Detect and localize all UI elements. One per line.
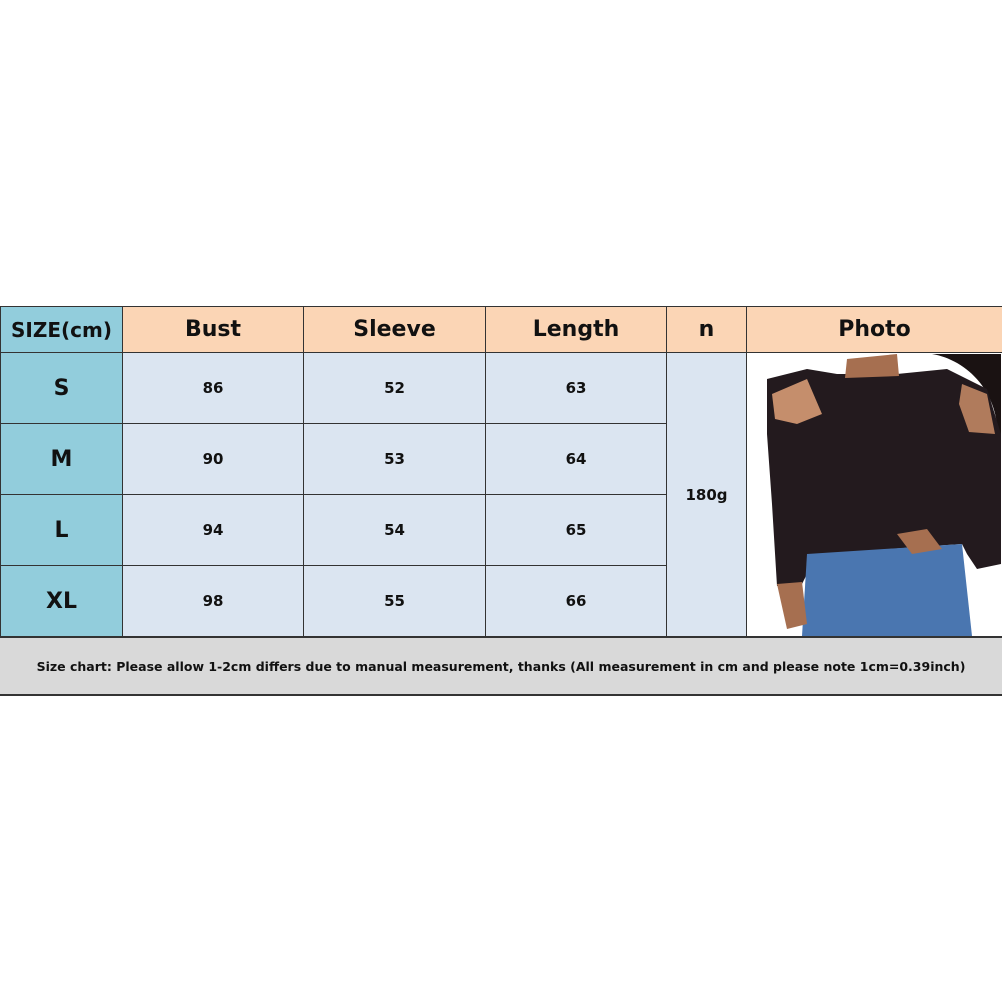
length-cell: 63 [485, 352, 667, 424]
table-row: XL 98 55 66 [0, 565, 1002, 637]
length-cell: 66 [485, 565, 667, 637]
weight-cell: 180g [666, 352, 747, 637]
header-sleeve: Sleeve [303, 306, 486, 353]
bust-cell: 90 [122, 423, 304, 495]
model-photo-image [747, 353, 1001, 636]
header-row: SIZE(cm) Bust Sleeve Length n Photo [0, 306, 1002, 353]
sleeve-cell: 54 [303, 494, 486, 566]
table-row: L 94 54 65 [0, 494, 1002, 566]
product-photo [746, 352, 1002, 637]
footer-text: Size chart: Please allow 1-2cm differs d… [36, 658, 966, 674]
bust-cell: 86 [122, 352, 304, 424]
size-cell: XL [0, 565, 123, 637]
sleeve-cell: 53 [303, 423, 486, 495]
length-cell: 65 [485, 494, 667, 566]
length-cell: 64 [485, 423, 667, 495]
header-bust: Bust [122, 306, 304, 353]
header-size: SIZE(cm) [0, 306, 123, 353]
size-cell: L [0, 494, 123, 566]
size-cell: M [0, 423, 123, 495]
table-row: S 86 52 63 180g [0, 352, 1002, 637]
sleeve-cell: 52 [303, 352, 486, 424]
sleeve-cell: 55 [303, 565, 486, 637]
size-chart-table: SIZE(cm) Bust Sleeve Length n Photo S 86… [0, 306, 1002, 637]
bust-cell: 98 [122, 565, 304, 637]
weight-value: 180g [685, 485, 728, 504]
bust-cell: 94 [122, 494, 304, 566]
header-n: n [666, 306, 747, 353]
size-cell: S [0, 352, 123, 424]
header-photo: Photo [746, 306, 1002, 353]
header-length: Length [485, 306, 667, 353]
size-chart-note: Size chart: Please allow 1-2cm differs d… [0, 637, 1002, 696]
table-row: M 90 53 64 [0, 423, 1002, 495]
